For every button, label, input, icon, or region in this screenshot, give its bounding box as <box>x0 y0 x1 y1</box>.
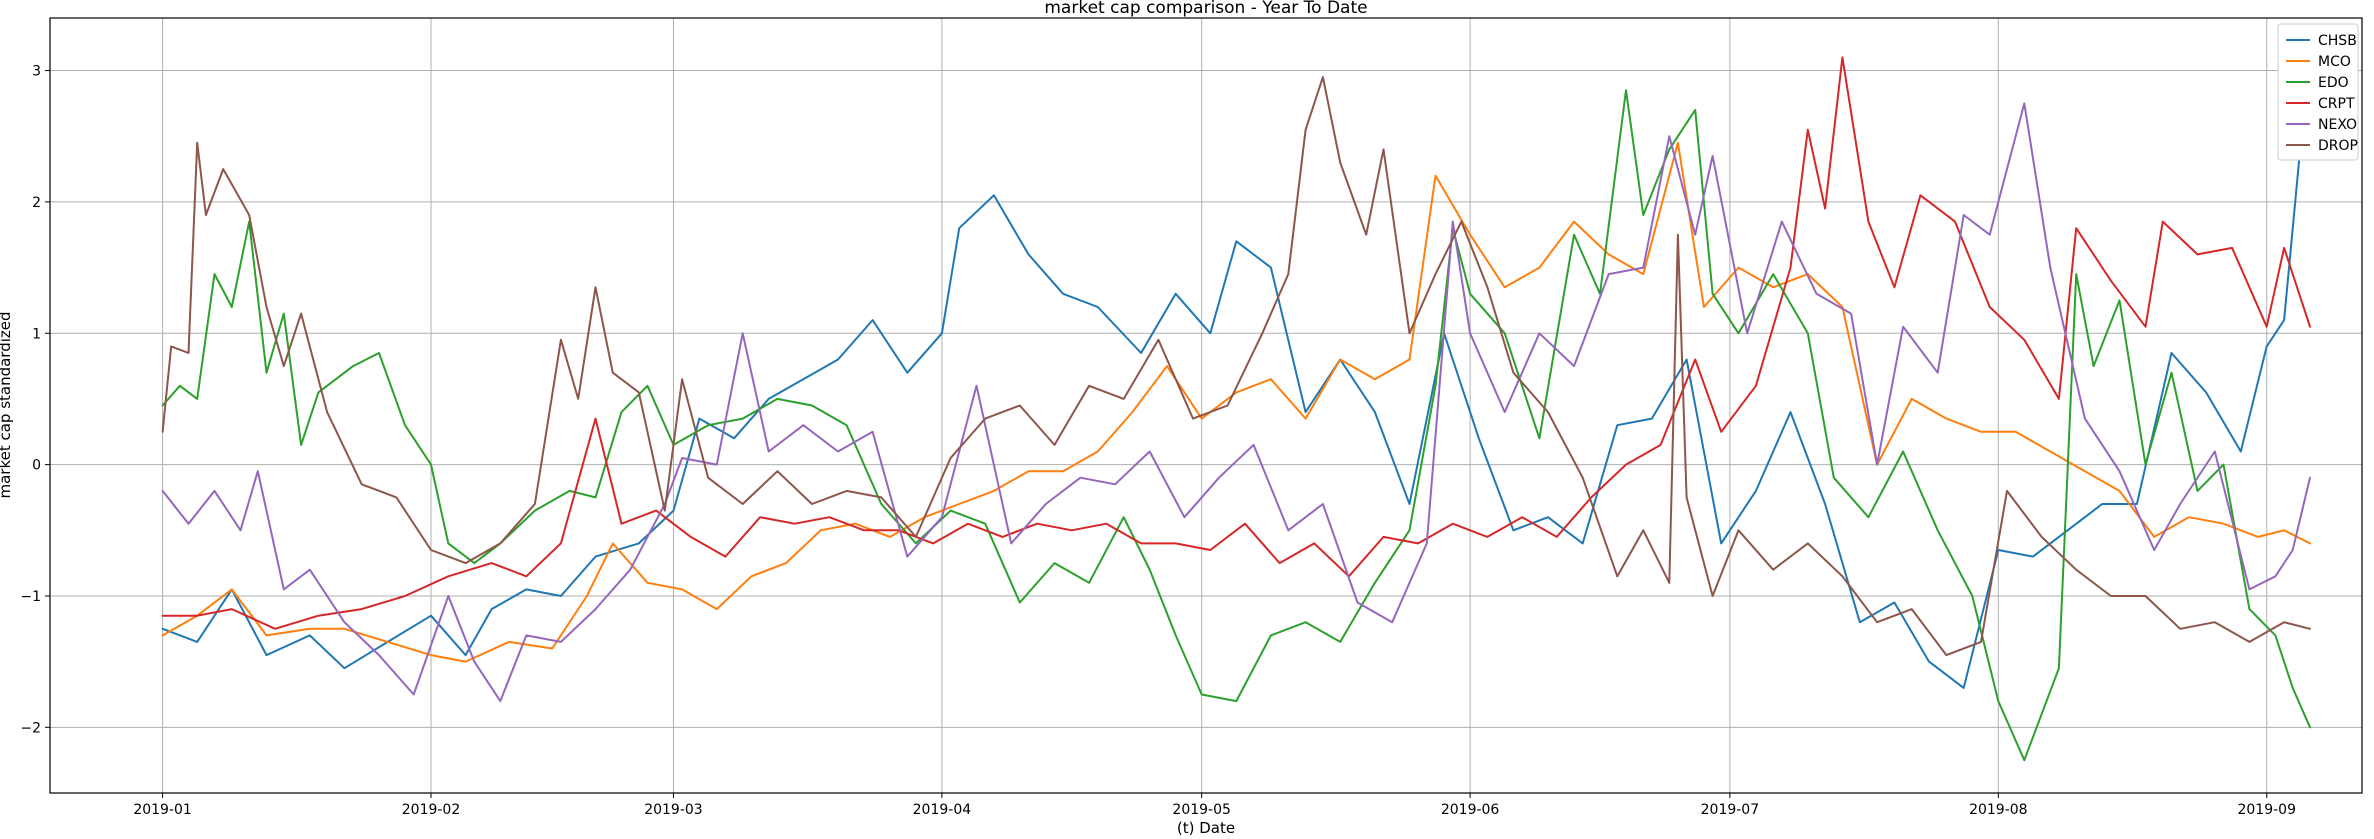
y-tick-label: 0 <box>32 458 41 474</box>
x-tick-label: 2019-02 <box>402 802 461 818</box>
series-lines <box>161 56 2311 762</box>
y-tick-label: 1 <box>32 326 41 342</box>
series-line-drop <box>161 76 2311 657</box>
x-tick-label: 2019-01 <box>133 802 192 818</box>
series-line-nexo <box>161 102 2311 703</box>
series-line-mco <box>161 141 2311 663</box>
legend-label-chsb: CHSB <box>2318 33 2357 49</box>
legend-label-edo: EDO <box>2318 75 2349 91</box>
series-line-chsb <box>161 135 2311 689</box>
y-tick-label: 3 <box>32 64 41 80</box>
x-axis-label: (t) Date <box>1177 819 1235 835</box>
y-tick-label: 2 <box>32 195 41 211</box>
x-tick-label: 2019-08 <box>1969 802 2028 818</box>
x-tick-label: 2019-03 <box>644 802 703 818</box>
series-line-edo <box>161 89 2311 762</box>
y-tick-label: −2 <box>20 720 41 736</box>
grid <box>50 18 2362 793</box>
legend-label-mco: MCO <box>2318 54 2351 70</box>
legend-label-crpt: CRPT <box>2318 96 2355 112</box>
y-axis-label: market cap standardized <box>0 311 14 498</box>
x-tick-label: 2019-07 <box>1701 802 1760 818</box>
legend-label-nexo: NEXO <box>2318 117 2357 133</box>
x-tick-label: 2019-04 <box>913 802 972 818</box>
series-line-crpt <box>161 56 2311 630</box>
legend: CHSB MCO EDO CRPT NEXO DROP <box>2277 23 2359 161</box>
axis-ticks: 2019-01 2019-02 2019-03 2019-04 2019-05 2019-… <box>20 64 2296 818</box>
legend-label-drop: DROP <box>2318 138 2358 154</box>
y-tick-label: −1 <box>20 589 41 605</box>
x-tick-label: 2019-06 <box>1441 802 1500 818</box>
x-tick-label: 2019-05 <box>1172 802 1231 818</box>
chart-title: market cap comparison - Year To Date <box>1044 0 1367 18</box>
x-tick-label: 2019-09 <box>2237 802 2296 818</box>
legend-box <box>2277 23 2359 161</box>
plot-area-frame <box>49 17 2363 794</box>
